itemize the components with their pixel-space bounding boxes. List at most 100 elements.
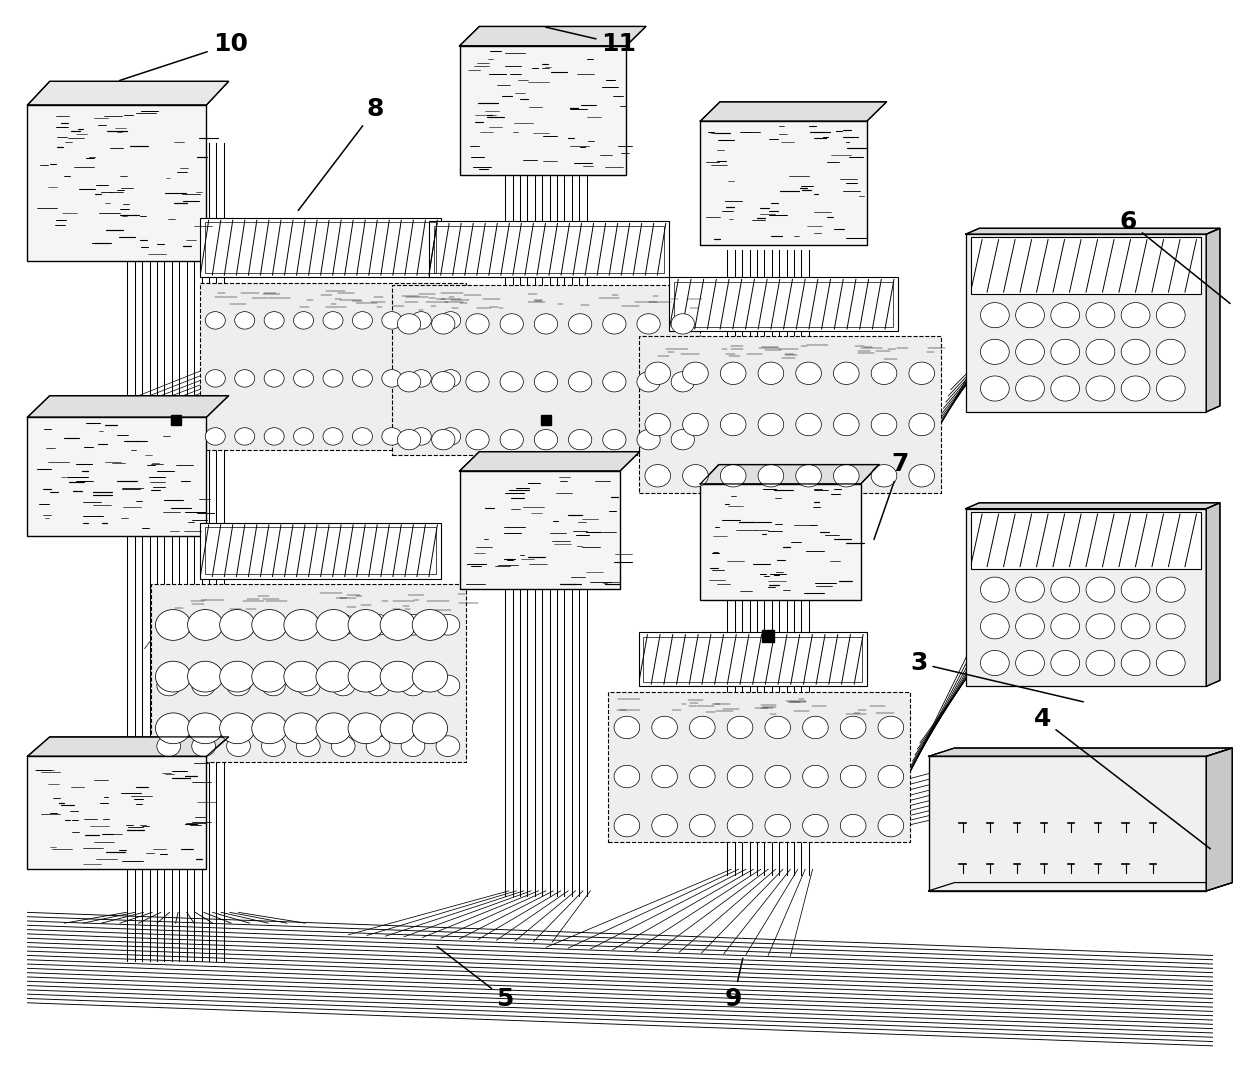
Circle shape: [322, 312, 343, 329]
Circle shape: [534, 430, 558, 450]
Circle shape: [440, 312, 461, 329]
Circle shape: [981, 375, 1009, 401]
Circle shape: [1086, 303, 1115, 328]
Circle shape: [652, 765, 677, 788]
Circle shape: [765, 815, 791, 836]
Circle shape: [1016, 613, 1044, 638]
Text: 9: 9: [725, 959, 743, 1011]
Circle shape: [296, 675, 320, 696]
Circle shape: [637, 371, 660, 392]
Polygon shape: [27, 737, 228, 756]
Text: 10: 10: [119, 32, 248, 80]
Bar: [670, 277, 898, 331]
Circle shape: [187, 609, 223, 641]
Circle shape: [652, 815, 677, 836]
Circle shape: [381, 713, 415, 743]
Circle shape: [765, 765, 791, 788]
Circle shape: [981, 650, 1009, 675]
Circle shape: [294, 427, 314, 445]
Circle shape: [1157, 613, 1185, 638]
Circle shape: [316, 661, 351, 692]
Circle shape: [192, 675, 216, 696]
Circle shape: [645, 362, 671, 384]
Circle shape: [981, 303, 1009, 328]
Polygon shape: [966, 503, 1220, 509]
Circle shape: [833, 464, 859, 487]
Circle shape: [219, 661, 255, 692]
Bar: [460, 45, 626, 175]
Circle shape: [192, 736, 216, 756]
Circle shape: [466, 314, 489, 334]
Circle shape: [534, 371, 558, 392]
Circle shape: [412, 661, 448, 692]
Circle shape: [1086, 340, 1115, 365]
Polygon shape: [460, 451, 640, 471]
Circle shape: [1016, 340, 1044, 365]
Circle shape: [689, 765, 715, 788]
Circle shape: [284, 661, 319, 692]
Circle shape: [398, 371, 420, 392]
Circle shape: [981, 577, 1009, 603]
Circle shape: [645, 464, 671, 487]
Circle shape: [637, 314, 660, 334]
Circle shape: [671, 371, 694, 392]
Bar: [608, 691, 910, 843]
Circle shape: [568, 371, 591, 392]
Circle shape: [878, 716, 904, 739]
Circle shape: [1086, 577, 1115, 603]
Text: 7: 7: [874, 452, 909, 540]
Circle shape: [1086, 375, 1115, 401]
Circle shape: [1086, 613, 1115, 638]
Circle shape: [156, 736, 181, 756]
Bar: [966, 509, 1207, 686]
Circle shape: [1050, 303, 1080, 328]
Circle shape: [652, 716, 677, 739]
Circle shape: [671, 430, 694, 450]
Polygon shape: [929, 748, 1233, 756]
Circle shape: [758, 464, 784, 487]
Bar: [206, 527, 436, 575]
Circle shape: [401, 615, 425, 635]
Circle shape: [331, 615, 355, 635]
Bar: [675, 281, 893, 327]
Circle shape: [227, 675, 250, 696]
Circle shape: [637, 430, 660, 450]
Circle shape: [1157, 340, 1185, 365]
Circle shape: [432, 314, 455, 334]
Circle shape: [187, 661, 223, 692]
Polygon shape: [1207, 748, 1233, 890]
Bar: [639, 633, 867, 686]
Circle shape: [436, 615, 460, 635]
Circle shape: [382, 312, 402, 329]
Circle shape: [412, 312, 432, 329]
Circle shape: [412, 427, 432, 445]
Bar: [460, 471, 620, 590]
Circle shape: [331, 736, 355, 756]
Circle shape: [614, 716, 640, 739]
Polygon shape: [701, 102, 887, 121]
Circle shape: [352, 370, 372, 387]
Circle shape: [234, 312, 254, 329]
Circle shape: [432, 371, 455, 392]
Circle shape: [1121, 613, 1149, 638]
Circle shape: [401, 675, 425, 696]
Circle shape: [234, 427, 254, 445]
Circle shape: [206, 370, 226, 387]
Bar: [434, 226, 665, 273]
Circle shape: [381, 661, 415, 692]
Circle shape: [981, 340, 1009, 365]
Circle shape: [872, 413, 897, 436]
Circle shape: [436, 675, 460, 696]
Circle shape: [219, 713, 255, 743]
Circle shape: [252, 713, 288, 743]
Circle shape: [348, 713, 383, 743]
Circle shape: [909, 362, 935, 384]
Circle shape: [802, 716, 828, 739]
Circle shape: [262, 736, 285, 756]
Circle shape: [796, 464, 821, 487]
Circle shape: [671, 314, 694, 334]
Circle shape: [331, 675, 355, 696]
Bar: [206, 223, 436, 273]
Circle shape: [841, 815, 866, 836]
Bar: [429, 222, 670, 277]
